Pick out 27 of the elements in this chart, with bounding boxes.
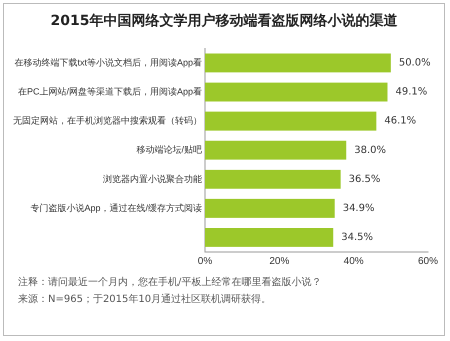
y-tick-label: 移动端论坛/贴吧 (136, 144, 202, 155)
bar (205, 170, 341, 189)
x-tick-label: 0% (198, 256, 212, 267)
bar (205, 198, 335, 218)
bar (205, 112, 376, 131)
data-label: 49.1% (395, 86, 428, 98)
y-tick-label: 浏览器内置小说聚合功能 (103, 174, 202, 184)
x-tick-label: 60% (418, 256, 438, 267)
bar (205, 228, 334, 247)
text: 注释：请问最近一个月内，您在手机/平板上经常在哪里看盗版小说？ (18, 276, 322, 290)
data-label: 38.0% (354, 144, 386, 156)
bar (205, 53, 391, 72)
source-note: 来源：N=965；于2015年10月通过社区联机调研获得。 (18, 292, 272, 307)
bar (205, 140, 346, 160)
y-tick-label: 无固定网站，在手机浏览器中搜索观看（转码） (13, 116, 202, 126)
y-tick-label: 专门盗版小说App，通过在线/缓存方式阅读 (30, 202, 202, 213)
x-tick-label: 40% (344, 256, 364, 267)
chart-title: 2015年中国网络文学用户移动端看盗版网络小说的渠道 (50, 12, 398, 30)
data-label: 34.5% (341, 232, 374, 244)
y-tick-label: 在移动终端下载txt等小说文档后，用阅读App看 (14, 57, 202, 68)
data-label: 34.9% (342, 202, 374, 214)
x-tick-label: 20% (269, 256, 290, 267)
y-tick-label: 在PC上网站/网盘等渠道下载后，用阅读App看 (18, 86, 202, 97)
data-label: 46.1% (384, 116, 416, 127)
bar (205, 82, 388, 102)
data-label: 50.0% (398, 58, 431, 69)
data-label: 36.5% (348, 174, 380, 185)
